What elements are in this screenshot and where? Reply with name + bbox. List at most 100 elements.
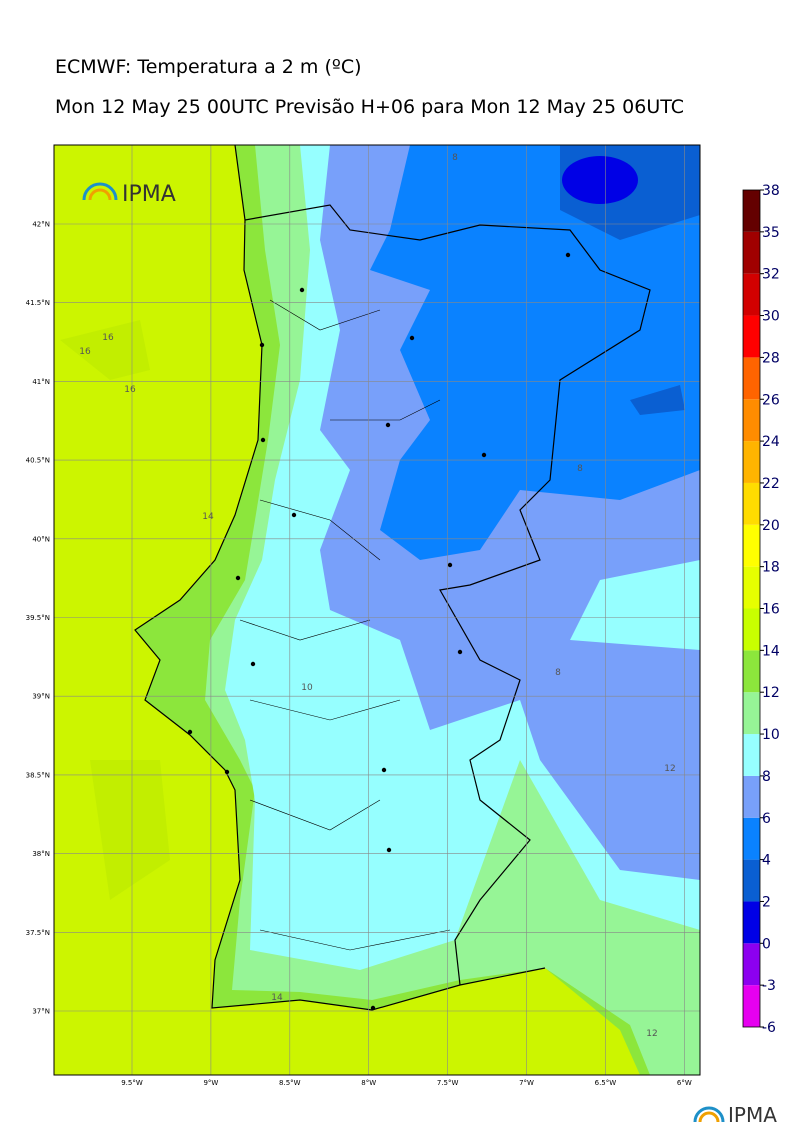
- colorbar-segment: [743, 441, 760, 483]
- contour-label: 14: [202, 512, 214, 522]
- contour-label: 12: [646, 1029, 657, 1039]
- colorbar-label: 8: [762, 769, 771, 785]
- lat-label: 38.5°N: [26, 771, 50, 779]
- logo-text: IPMA: [728, 1103, 777, 1127]
- colorbar-segment: [743, 943, 760, 986]
- lat-label: 41.5°N: [26, 299, 50, 307]
- map-title: ECMWF: Temperatura a 2 m (ºC): [55, 56, 362, 78]
- colorbar-label: 35: [762, 225, 780, 241]
- lat-label: 39°N: [32, 693, 50, 701]
- colorbar-label: 12: [762, 685, 780, 701]
- cities: [187, 252, 571, 1011]
- colorbar-label: 10: [762, 727, 780, 743]
- contour-label: 16: [102, 333, 114, 343]
- coastline: [134, 144, 546, 1011]
- colorbar-label: 26: [762, 392, 780, 408]
- lat-label: 38°N: [32, 850, 50, 858]
- city: [291, 512, 297, 518]
- colorbar-label: 4: [762, 853, 771, 869]
- colorbar-segment: [743, 524, 760, 567]
- lon-label: 6°W: [677, 1079, 692, 1087]
- city: [250, 661, 256, 667]
- contour-label: 12: [664, 764, 675, 774]
- land-2-4: [560, 145, 700, 415]
- map-frame: [53, 144, 701, 1076]
- city: [447, 562, 453, 568]
- city: [370, 1005, 376, 1011]
- colorbar-segment: [743, 273, 760, 316]
- lat-label: 40°N: [32, 535, 50, 543]
- city: [386, 847, 392, 853]
- city: [235, 575, 241, 581]
- lon-label: 9.5°W: [121, 1079, 143, 1087]
- colorbar-label: -6: [762, 1020, 776, 1036]
- colorbar-label: 18: [762, 560, 780, 576]
- graticule: 9.5°W 9°W 8.5°W 8°W 7.5°W 7°W 6.5°W 6°W 42°N 41.5…: [26, 145, 700, 1087]
- city: [259, 342, 265, 348]
- lat-label: 39.5°N: [26, 614, 50, 622]
- map-area: 9.5°W 9°W 8.5°W 8°W 7.5°W 7°W 6.5°W 6°W 42°N 41.5…: [26, 144, 777, 1127]
- land-4-6: [370, 145, 700, 560]
- map-subtitle: Mon 12 May 25 00UTC Previsão H+06 para M…: [55, 96, 684, 118]
- city: [381, 767, 387, 773]
- colorbar-label: 6: [762, 811, 771, 827]
- logo-footer: IPMA: [693, 1103, 777, 1127]
- colorbar-segment: [743, 817, 760, 860]
- city: [385, 422, 391, 428]
- districts: [239, 299, 451, 951]
- city: [457, 649, 463, 655]
- colorbar-segment: [743, 608, 760, 651]
- contour-label: 8: [452, 153, 458, 163]
- city: [299, 287, 305, 293]
- colorbar-label: 38: [762, 183, 780, 199]
- logo-text: IPMA: [122, 182, 176, 207]
- contour-label: 14: [271, 993, 283, 1003]
- colorbar-segment: [743, 901, 760, 944]
- city: [409, 335, 415, 341]
- colorbar-label: 28: [762, 350, 780, 366]
- lon-label: 6.5°W: [595, 1079, 617, 1087]
- contour-label: 16: [124, 385, 136, 395]
- colorbar-label: 16: [762, 602, 780, 618]
- city: [224, 769, 230, 775]
- colorbar-label: 30: [762, 309, 780, 325]
- colorbar-segment: [743, 399, 760, 442]
- city: [187, 729, 193, 735]
- colorbar-label: 14: [762, 643, 780, 659]
- lon-label: 7.5°W: [437, 1079, 459, 1087]
- logo: IPMA: [82, 182, 176, 207]
- lat-label: 41°N: [32, 378, 50, 386]
- colorbar-label: 24: [762, 434, 780, 450]
- colorbar-segment: [743, 775, 760, 818]
- ocean-warm: [60, 320, 170, 900]
- contour-label: 16: [79, 347, 91, 357]
- colorbar-segment: [743, 482, 760, 525]
- lat-label: 37°N: [32, 1008, 50, 1016]
- colorbar-label: 22: [762, 476, 780, 492]
- contour-label: 8: [577, 464, 583, 474]
- colorbar-label: 0: [762, 936, 771, 952]
- colorbar-segment: [743, 357, 760, 400]
- colorbar-segment: [743, 566, 760, 609]
- contour-label: 10: [301, 683, 313, 693]
- lon-label: 8°W: [361, 1079, 376, 1087]
- border: [244, 204, 651, 986]
- colorbar-segment: [743, 315, 760, 358]
- colorbar-label: 2: [762, 894, 771, 910]
- colorbar-segment: [743, 190, 760, 232]
- colorbar-segment: [743, 692, 760, 735]
- lon-label: 9°W: [203, 1079, 218, 1087]
- colorbar-label: 20: [762, 518, 780, 534]
- contour-label: 8: [555, 668, 561, 678]
- lon-label: 8.5°W: [279, 1079, 301, 1087]
- colorbar-segment: [743, 734, 760, 776]
- colorbar-segment: [743, 859, 760, 902]
- lat-label: 37.5°N: [26, 929, 50, 937]
- city: [260, 437, 266, 443]
- lat-label: 42°N: [32, 221, 50, 229]
- colorbar-segment: [743, 985, 760, 1027]
- city: [565, 252, 571, 258]
